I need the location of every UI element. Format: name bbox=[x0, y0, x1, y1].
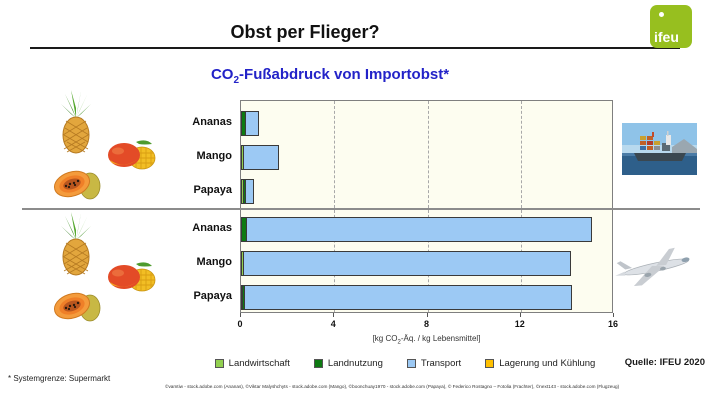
footnote: * Systemgrenze: Supermarkt bbox=[8, 374, 111, 383]
source-label: Quelle: IFEU 2020 bbox=[624, 357, 705, 368]
tick-label-0: 0 bbox=[237, 319, 243, 329]
container-ship-photo bbox=[622, 123, 697, 175]
ifeu-logo: ifeu bbox=[650, 5, 692, 48]
papaya-icon bbox=[53, 292, 101, 322]
x-axis-title: [kg CO2-Äq. / kg Lebensmittel] bbox=[372, 334, 481, 346]
category-label-Papaya: Papaya bbox=[193, 184, 232, 196]
tick-mark-4 bbox=[333, 313, 335, 317]
segment-Transport bbox=[245, 111, 259, 136]
plot-area bbox=[240, 100, 613, 313]
legend-item-Landwirtschaft: Landwirtschaft bbox=[214, 358, 290, 369]
mango-icon bbox=[108, 262, 156, 292]
legend-label: Landnutzung bbox=[327, 358, 383, 369]
legend-swatch-icon bbox=[406, 359, 416, 368]
category-label-Ananas: Ananas bbox=[192, 116, 232, 128]
tick-mark-8 bbox=[426, 313, 428, 317]
gridline-12 bbox=[520, 101, 522, 312]
logo-text: ifeu bbox=[654, 29, 679, 45]
papaya-icon bbox=[53, 170, 101, 200]
chart-legend: Landwirtschaft Landnutzung Transport Lageru… bbox=[190, 358, 620, 369]
image-credits: ©vamtiw - stock.adobe.com (Ananas), ©Vik… bbox=[165, 385, 620, 390]
tick-label-12: 12 bbox=[514, 319, 525, 329]
segment-Transport bbox=[245, 179, 254, 204]
bar-Schiff (Frachter)-Papaya bbox=[241, 179, 254, 204]
tick-label-4: 4 bbox=[330, 319, 336, 329]
title-divider bbox=[30, 47, 680, 49]
tick-label-16: 16 bbox=[607, 319, 618, 329]
pineapple-icon bbox=[61, 212, 91, 276]
category-label-Mango: Mango bbox=[196, 256, 232, 268]
segment-Transport bbox=[244, 285, 572, 310]
airplane-photo bbox=[615, 247, 690, 287]
logo-dot-icon bbox=[659, 12, 664, 17]
category-label-Papaya: Papaya bbox=[193, 290, 232, 302]
tick-mark-16 bbox=[613, 313, 614, 317]
mango-icon bbox=[108, 140, 156, 170]
bar-Schiff (Frachter)-Mango bbox=[241, 145, 279, 170]
legend-label: Lagerung und Kühlung bbox=[499, 358, 596, 369]
category-label-Mango: Mango bbox=[196, 150, 232, 162]
segment-Transport bbox=[246, 217, 592, 242]
tick-mark-0 bbox=[240, 313, 241, 317]
tick-mark-12 bbox=[519, 313, 521, 317]
chart-title: CO2-Fußabdruck von Importobst* bbox=[210, 66, 450, 86]
group-divider bbox=[22, 208, 700, 210]
fruit-cluster-plane bbox=[40, 212, 170, 330]
legend-item-Landnutzung: Landnutzung bbox=[313, 358, 383, 369]
bar-Schiff (Frachter)-Ananas bbox=[241, 111, 259, 136]
legend-item-Transport: Transport bbox=[406, 358, 462, 369]
legend-item-Lagerung und Kühlung: Lagerung und Kühlung bbox=[485, 358, 595, 369]
bar-Flugzeug-Mango bbox=[241, 251, 571, 276]
pineapple-icon bbox=[61, 90, 91, 154]
segment-Transport bbox=[243, 145, 279, 170]
legend-label: Landwirtschaft bbox=[228, 358, 290, 369]
legend-label: Transport bbox=[420, 358, 462, 369]
legend-swatch-icon bbox=[313, 359, 323, 368]
gridline-4 bbox=[334, 101, 336, 312]
page-title: Obst per Flieger? bbox=[230, 22, 380, 42]
gridline-8 bbox=[427, 101, 429, 312]
bar-Flugzeug-Papaya bbox=[241, 285, 572, 310]
category-label-Ananas: Ananas bbox=[192, 222, 232, 234]
segment-Transport bbox=[243, 251, 571, 276]
legend-swatch-icon bbox=[485, 359, 495, 368]
legend-swatch-icon bbox=[214, 359, 224, 368]
fruit-cluster-ship bbox=[40, 90, 170, 208]
bar-Flugzeug-Ananas bbox=[241, 217, 592, 242]
tick-label-8: 8 bbox=[423, 319, 429, 329]
